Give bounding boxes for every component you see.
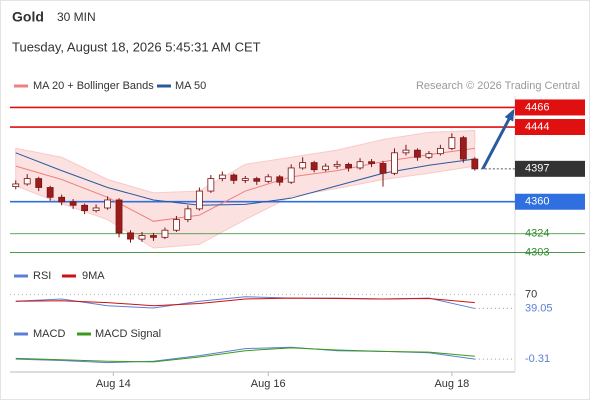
arrow-shaft (481, 110, 515, 170)
candle-body (414, 149, 421, 158)
candle-body (287, 167, 295, 183)
candle-body (391, 152, 398, 174)
candle-body (322, 165, 330, 171)
candle-body (150, 235, 157, 238)
candle-body (241, 178, 249, 181)
rsi-last-label: 39.05 (525, 302, 553, 314)
level-label: 4324 (525, 228, 549, 240)
level-label: 4466 (525, 101, 549, 113)
candle-body (173, 219, 180, 231)
candle-body (195, 190, 203, 210)
legend-label: MA 50 (175, 80, 206, 92)
candle-body (35, 178, 43, 188)
candle-body (333, 163, 341, 167)
legend-label: MA 20 + Bollinger Bands (33, 80, 154, 92)
candle-body (12, 183, 20, 188)
level-label: 4303 (525, 246, 549, 258)
candle-body (46, 187, 54, 198)
candle-body (356, 161, 364, 169)
source: Research © 2026 Trading Central (416, 80, 580, 92)
level-label: 4444 (525, 121, 549, 133)
candle-body (425, 153, 433, 158)
level-box (515, 119, 585, 136)
title: Gold (12, 9, 44, 25)
candle-body (58, 196, 66, 203)
legend-label: RSI (33, 270, 51, 282)
candle-body (92, 207, 100, 212)
candle-body (184, 208, 192, 220)
candle-body (230, 174, 238, 181)
moving-average (15, 152, 475, 206)
x-tick-label: Aug 18 (434, 378, 469, 390)
candle-body (81, 204, 89, 212)
macd-last-label: -0.31 (525, 353, 550, 365)
x-tick-label: Aug 14 (96, 378, 131, 390)
candle-body (299, 162, 307, 169)
candle-body (448, 137, 456, 149)
rsi-tick-label: 70 (525, 288, 537, 300)
legend-label: 9MA (82, 270, 105, 282)
candle-body (471, 158, 479, 170)
x-tick-label: Aug 16 (251, 378, 286, 390)
arrow-head (504, 108, 515, 122)
candle-body (207, 178, 215, 192)
candle-body (368, 161, 375, 164)
candle-body (104, 199, 111, 209)
legend-label: MACD (33, 328, 65, 340)
candle-body (127, 232, 134, 240)
candle-body (253, 178, 261, 182)
candle-body (69, 201, 77, 206)
candle-body (345, 163, 352, 169)
candle-body (310, 162, 318, 171)
candle-body (436, 147, 444, 155)
candle-body (161, 229, 169, 238)
candle-body (218, 174, 226, 180)
date: Tuesday, August 18, 2026 5:45:31 AM CET (12, 39, 261, 54)
level-box (515, 160, 585, 177)
candle-body (264, 176, 272, 182)
legend-label: MACD Signal (95, 328, 161, 340)
candle-body (115, 199, 123, 234)
candle-body (138, 235, 146, 240)
level-box (515, 193, 585, 210)
level-box (515, 99, 585, 116)
level-label: 4360 (525, 196, 549, 208)
timeframe: 30 MIN (57, 10, 96, 24)
candle-body (276, 176, 284, 183)
level-label: 4397 (525, 163, 549, 175)
moving-average (15, 147, 475, 222)
candle-body (402, 149, 410, 154)
rsi-line (15, 297, 475, 307)
candle-body (23, 178, 31, 185)
candle-body (459, 137, 467, 160)
macd-line (15, 347, 475, 363)
candle-body (379, 163, 387, 174)
